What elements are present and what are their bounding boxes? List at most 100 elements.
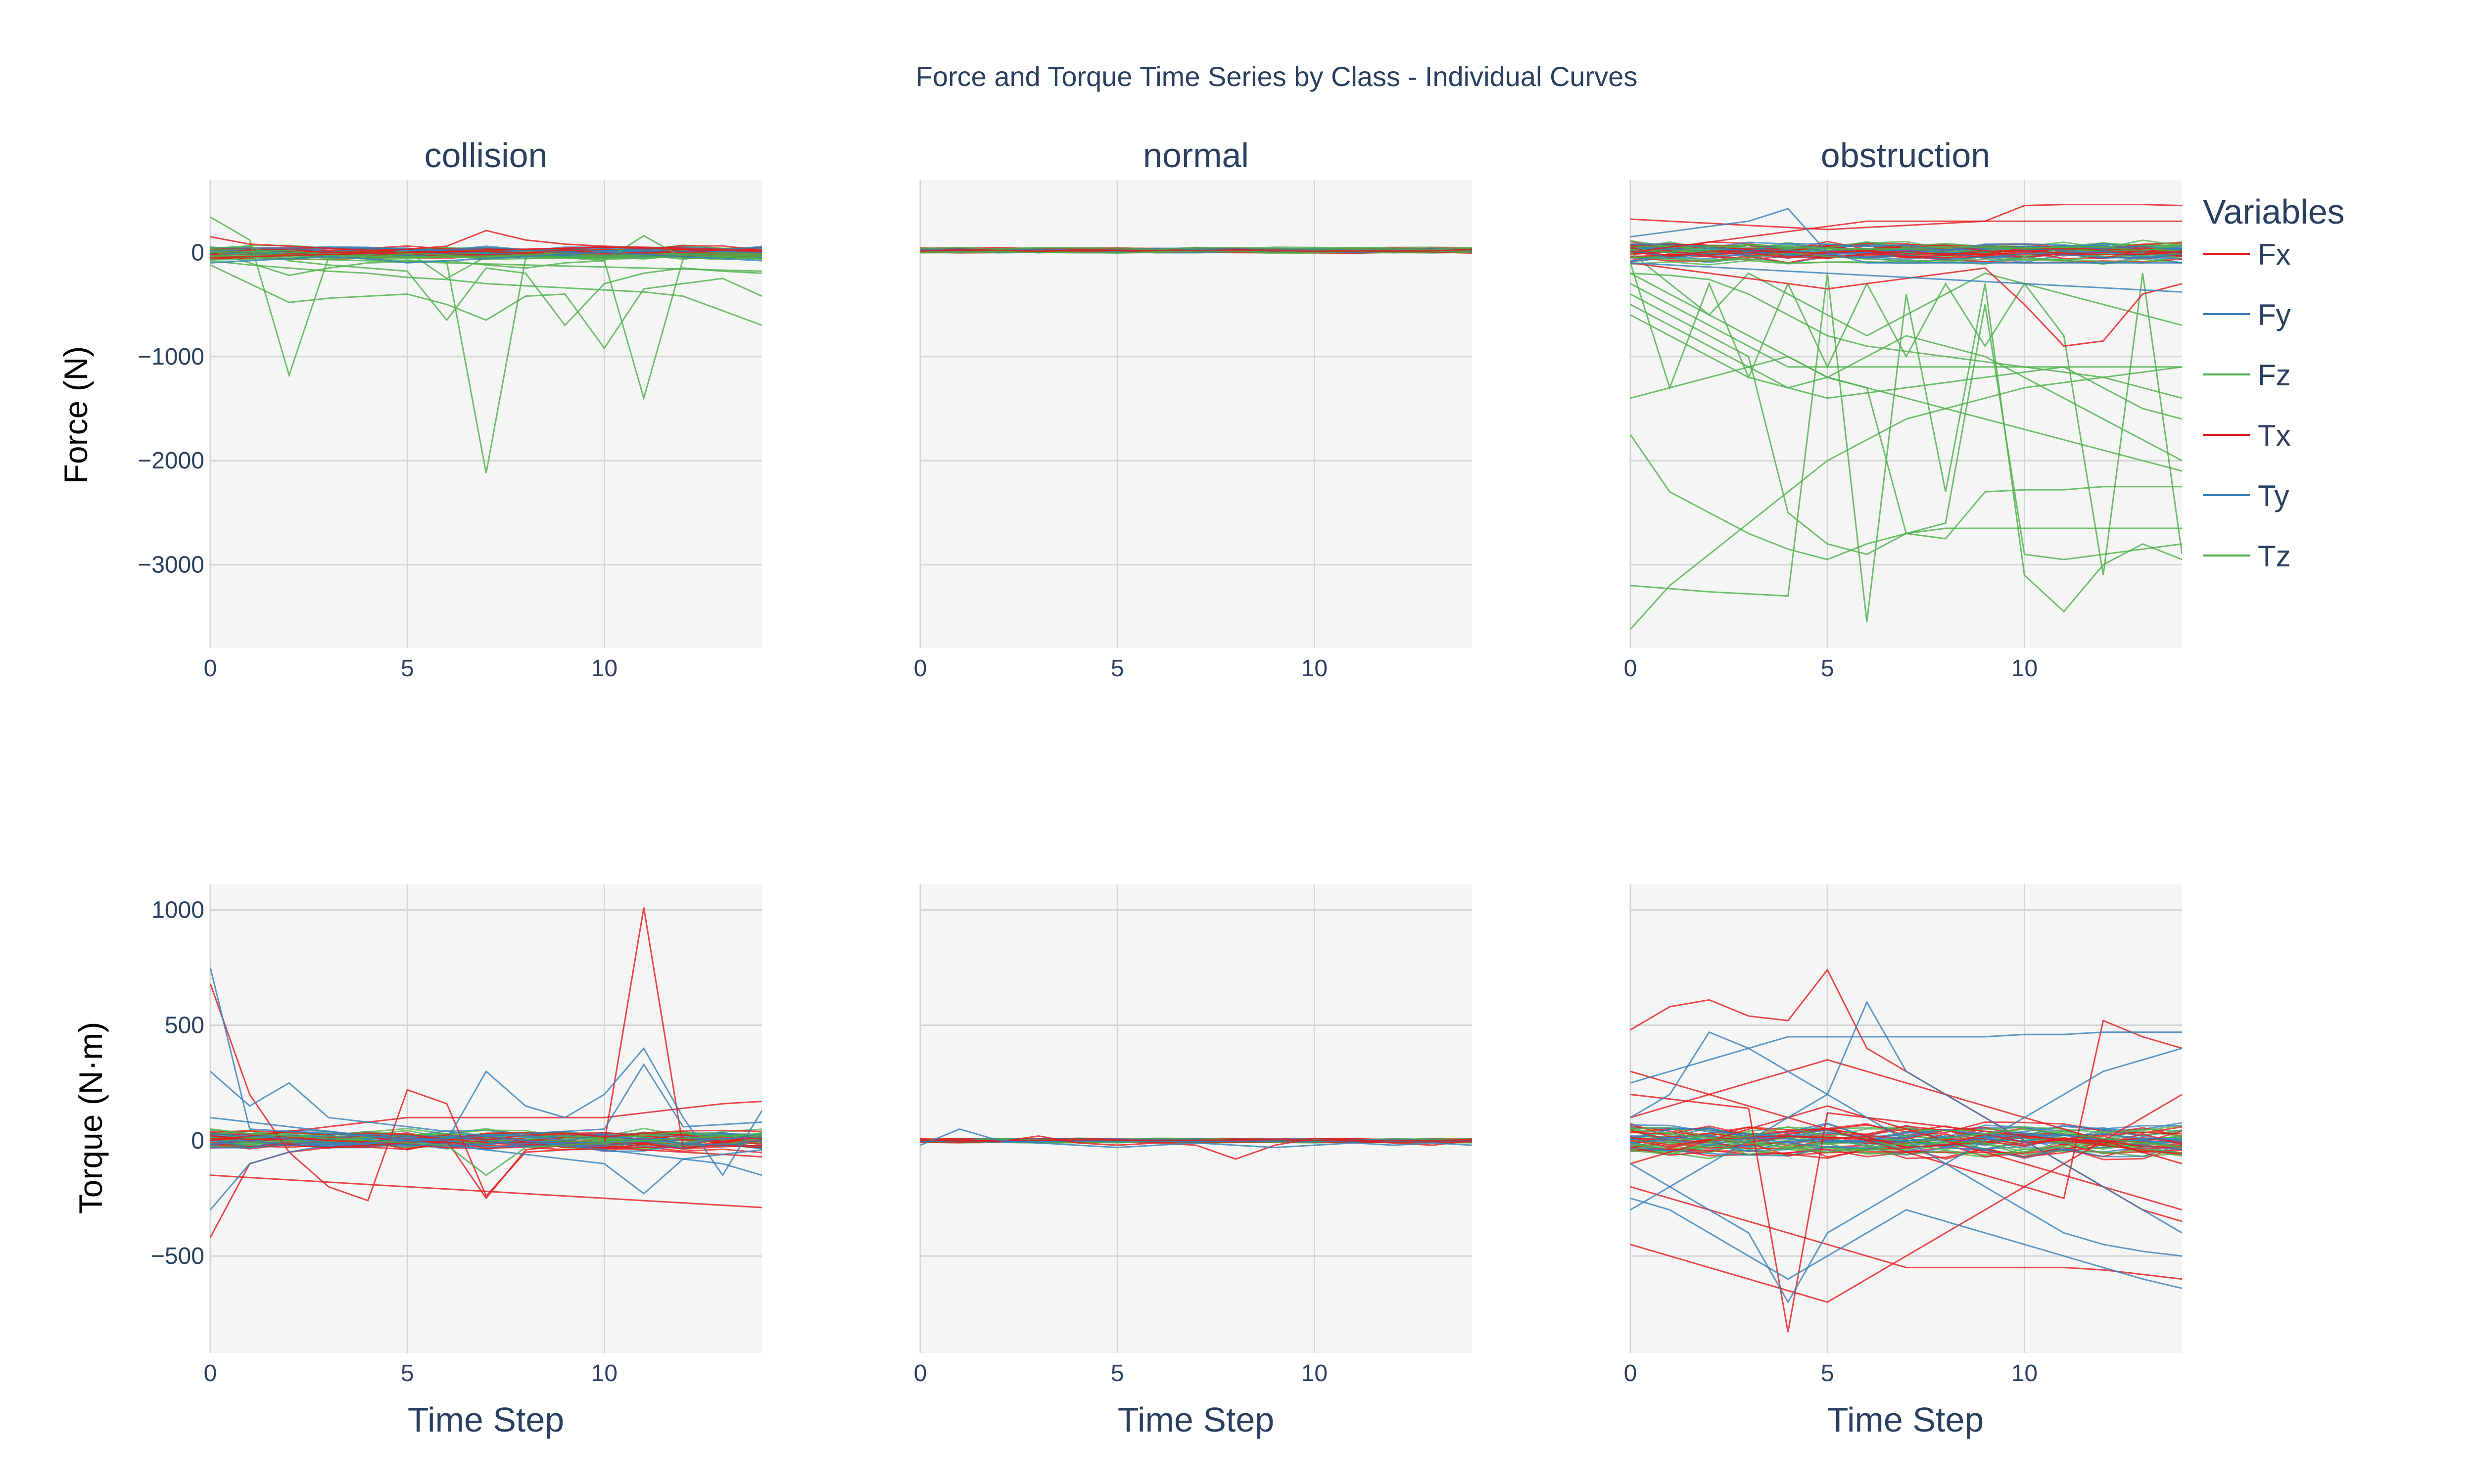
x-tick-label: 0 bbox=[204, 1360, 217, 1387]
legend-item-tx[interactable]: Tx bbox=[2203, 419, 2291, 452]
legend-item-fy[interactable]: Fy bbox=[2203, 298, 2291, 331]
column-title-normal: normal bbox=[1143, 136, 1249, 175]
series-line-tx bbox=[210, 983, 762, 1202]
legend-item-fz[interactable]: Fz bbox=[2203, 359, 2291, 392]
series-line-tx bbox=[210, 1101, 762, 1142]
plot-area bbox=[920, 180, 1472, 648]
series-line-fy bbox=[1630, 208, 2182, 264]
series-line-fz bbox=[1630, 262, 2182, 575]
series-line-fz bbox=[210, 234, 762, 277]
x-tick-label: 10 bbox=[2011, 1360, 2038, 1387]
series-line-tz bbox=[1630, 1128, 2182, 1153]
series-line-fz bbox=[1630, 273, 2182, 622]
y-tick-label: 1000 bbox=[151, 897, 204, 923]
series-line-ty bbox=[210, 1063, 762, 1210]
legend-item-fx[interactable]: Fx bbox=[2203, 238, 2291, 271]
series-line-fz bbox=[1630, 283, 2182, 368]
force-axis-title: Force (N) bbox=[57, 346, 94, 484]
series-line-fz bbox=[1630, 293, 2182, 560]
x-tick-label: 10 bbox=[1301, 1360, 1328, 1387]
y-tick-label: 500 bbox=[165, 1013, 204, 1039]
series-line-ty bbox=[1630, 1197, 2182, 1289]
series-line-tx bbox=[210, 1129, 762, 1141]
series-line-tx bbox=[210, 1133, 762, 1141]
series-line-ty bbox=[1630, 1031, 2182, 1257]
subplot-obstruction-force: 0 5 10 bbox=[1624, 180, 2182, 682]
column-title-obstruction: obstruction bbox=[1821, 136, 1990, 175]
series-line-fz bbox=[1630, 273, 2182, 472]
legend-label: Ty bbox=[2258, 479, 2289, 512]
x-tick-label: 0 bbox=[914, 1360, 927, 1387]
series-line-fx bbox=[210, 245, 762, 251]
series-line-fx bbox=[210, 246, 762, 259]
subplot-normal-force: 0 5 10 bbox=[914, 180, 1472, 682]
x-tick-label: 10 bbox=[1301, 655, 1328, 682]
y-tick-label: −2000 bbox=[138, 448, 204, 474]
legend-item-ty[interactable]: Ty bbox=[2203, 479, 2289, 512]
x-tick-label: 0 bbox=[204, 655, 217, 682]
series-line-fz bbox=[210, 245, 762, 326]
legend-title: Variables bbox=[2203, 192, 2345, 231]
x-axis-title-obstruction: Time Step bbox=[1827, 1400, 1984, 1439]
plot-area bbox=[1630, 884, 2182, 1353]
series-line-fx bbox=[1630, 262, 2182, 347]
series-line-fz bbox=[210, 264, 762, 350]
subplot-obstruction-torque: 0 5 10 bbox=[1624, 884, 2182, 1387]
series-line-fx bbox=[1630, 249, 2182, 259]
legend-label: Fz bbox=[2258, 359, 2291, 392]
series-line-tz bbox=[210, 1128, 762, 1176]
series-line-ty bbox=[1630, 1047, 2182, 1304]
y-tick-label: 0 bbox=[191, 1128, 204, 1154]
subplot-collision-force: 0 5 10 0 −1000 −2000 −3000 bbox=[138, 180, 762, 682]
series-line-fz bbox=[1630, 272, 2182, 399]
series-line-ty bbox=[920, 1128, 1472, 1149]
legend[interactable]: Variables Fx Fy Fz Tx Ty Tz bbox=[2203, 192, 2345, 573]
series-lines bbox=[1630, 968, 2182, 1333]
x-tick-label: 5 bbox=[401, 655, 414, 682]
x-tick-label: 5 bbox=[401, 1360, 414, 1387]
series-lines bbox=[210, 907, 762, 1238]
x-tick-label: 5 bbox=[1111, 655, 1124, 682]
subplot-normal-torque: 0 5 10 bbox=[914, 884, 1472, 1387]
series-line-tx bbox=[1630, 1186, 2182, 1280]
series-line-fx bbox=[920, 249, 1472, 252]
x-axis-title-collision: Time Step bbox=[408, 1400, 564, 1439]
y-tick-label: −3000 bbox=[138, 552, 204, 578]
series-line-tx bbox=[1630, 1094, 2182, 1333]
series-lines bbox=[1630, 204, 2182, 630]
series-line-ty bbox=[210, 1116, 762, 1195]
legend-item-tz[interactable]: Tz bbox=[2203, 540, 2291, 573]
series-line-ty bbox=[210, 967, 762, 1177]
series-line-ty bbox=[210, 1136, 762, 1147]
legend-label: Fx bbox=[2258, 238, 2291, 271]
legend-label: Fy bbox=[2258, 298, 2291, 331]
series-line-ty bbox=[1630, 1000, 2182, 1234]
x-tick-label: 0 bbox=[1624, 1360, 1637, 1387]
y-tick-label: 0 bbox=[191, 239, 204, 266]
subplot-collision-torque: 0 5 10 1000 500 0 −500 bbox=[151, 884, 762, 1387]
series-line-fy bbox=[1630, 262, 2182, 293]
legend-label: Tz bbox=[2258, 540, 2291, 573]
plot-area bbox=[920, 884, 1472, 1353]
series-line-ty bbox=[210, 1139, 762, 1150]
series-line-tz bbox=[1630, 1141, 2182, 1157]
series-line-tx bbox=[1630, 1105, 2182, 1211]
series-line-fx bbox=[210, 230, 762, 251]
y-tick-label: −1000 bbox=[138, 344, 204, 370]
series-line-ty bbox=[1630, 1124, 2182, 1141]
series-line-fz bbox=[1630, 252, 2182, 337]
series-line-tx bbox=[210, 907, 762, 1238]
x-tick-label: 10 bbox=[2011, 655, 2038, 682]
series-line-ty bbox=[1630, 1031, 2182, 1084]
x-axis-title-normal: Time Step bbox=[1118, 1400, 1274, 1439]
series-line-ty bbox=[1630, 1127, 2182, 1143]
plot-area bbox=[210, 884, 762, 1353]
series-line-fz bbox=[1630, 366, 2182, 630]
series-line-fz bbox=[210, 249, 762, 279]
series-line-fz bbox=[1630, 251, 2182, 262]
series-line-fx bbox=[1630, 220, 2182, 253]
x-tick-label: 0 bbox=[1624, 655, 1637, 682]
series-lines bbox=[210, 216, 762, 473]
series-line-fz bbox=[1630, 314, 2182, 420]
